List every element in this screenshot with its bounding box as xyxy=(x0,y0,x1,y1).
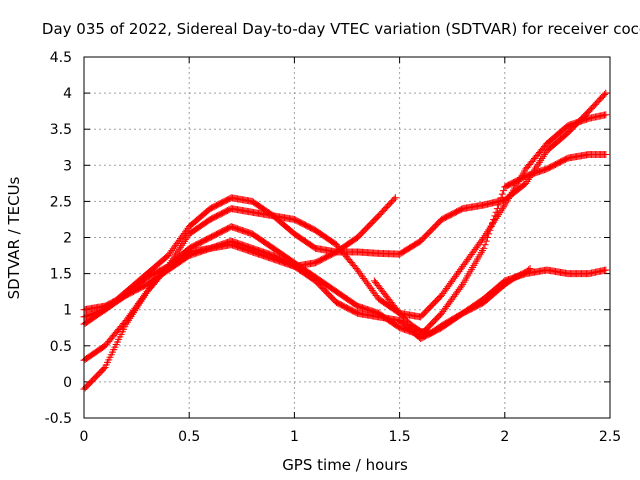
y-tick-label: 2.5 xyxy=(50,194,72,210)
data-point xyxy=(486,226,494,234)
data-point xyxy=(500,187,508,195)
y-tick-label: 1 xyxy=(63,303,72,319)
data-point xyxy=(525,266,533,274)
data-point xyxy=(487,223,495,231)
data-point xyxy=(490,215,498,223)
data-point xyxy=(495,201,503,209)
y-tick-label: 2 xyxy=(63,231,72,247)
axis-ticks: 0 0.5 1 1.5 2 2.5 -0.5 0 0.5 1 1.5 2 2.5 3 3.5 4 4.5 xyxy=(45,50,621,445)
y-tick-label: 0 xyxy=(63,375,72,391)
x-axis-label: GPS time / hours xyxy=(282,456,408,474)
y-tick-label: -0.5 xyxy=(45,411,72,427)
x-tick-label: 1.5 xyxy=(388,429,410,445)
data-point xyxy=(481,241,489,249)
data-point xyxy=(602,266,610,274)
series-track-e xyxy=(80,150,610,393)
data-point xyxy=(602,89,610,97)
x-tick-label: 2.5 xyxy=(599,429,621,445)
data-point xyxy=(602,150,610,158)
y-tick-label: 4 xyxy=(63,86,72,102)
data-point xyxy=(492,208,500,216)
data-point xyxy=(602,111,610,119)
x-tick-label: 1 xyxy=(290,429,299,445)
x-tick-label: 2 xyxy=(500,429,509,445)
data-point xyxy=(600,90,608,98)
y-tick-label: 1.5 xyxy=(50,267,72,283)
x-tick-label: 0 xyxy=(80,429,89,445)
data-point xyxy=(498,190,506,198)
series-track-b xyxy=(80,89,610,321)
data-point xyxy=(493,205,501,213)
data-point xyxy=(483,234,491,241)
data-point xyxy=(479,235,487,243)
data-point xyxy=(457,282,465,290)
y-tick-label: 0.5 xyxy=(50,339,72,355)
data-point xyxy=(480,244,488,252)
data-point xyxy=(526,265,534,273)
data-point xyxy=(496,197,504,205)
y-tick-label: 3.5 xyxy=(50,122,72,138)
data-point xyxy=(482,237,490,245)
plot-frame xyxy=(83,56,611,419)
data-point xyxy=(485,230,493,238)
y-tick-label: 4.5 xyxy=(50,50,72,66)
data-point xyxy=(391,194,399,202)
data-points xyxy=(80,89,610,393)
data-point xyxy=(488,219,496,227)
data-point xyxy=(497,194,505,202)
grid xyxy=(84,57,610,418)
y-axis-label: SDTVAR / TECUs xyxy=(5,176,23,299)
data-point xyxy=(390,195,398,203)
data-point xyxy=(100,365,108,373)
series-track-f xyxy=(370,265,534,337)
x-tick-label: 0.5 xyxy=(178,429,200,445)
y-tick-label: 3 xyxy=(63,158,72,174)
chart-title: Day 035 of 2022, Sidereal Day-to-day VTE… xyxy=(42,20,640,38)
data-point xyxy=(491,212,499,220)
